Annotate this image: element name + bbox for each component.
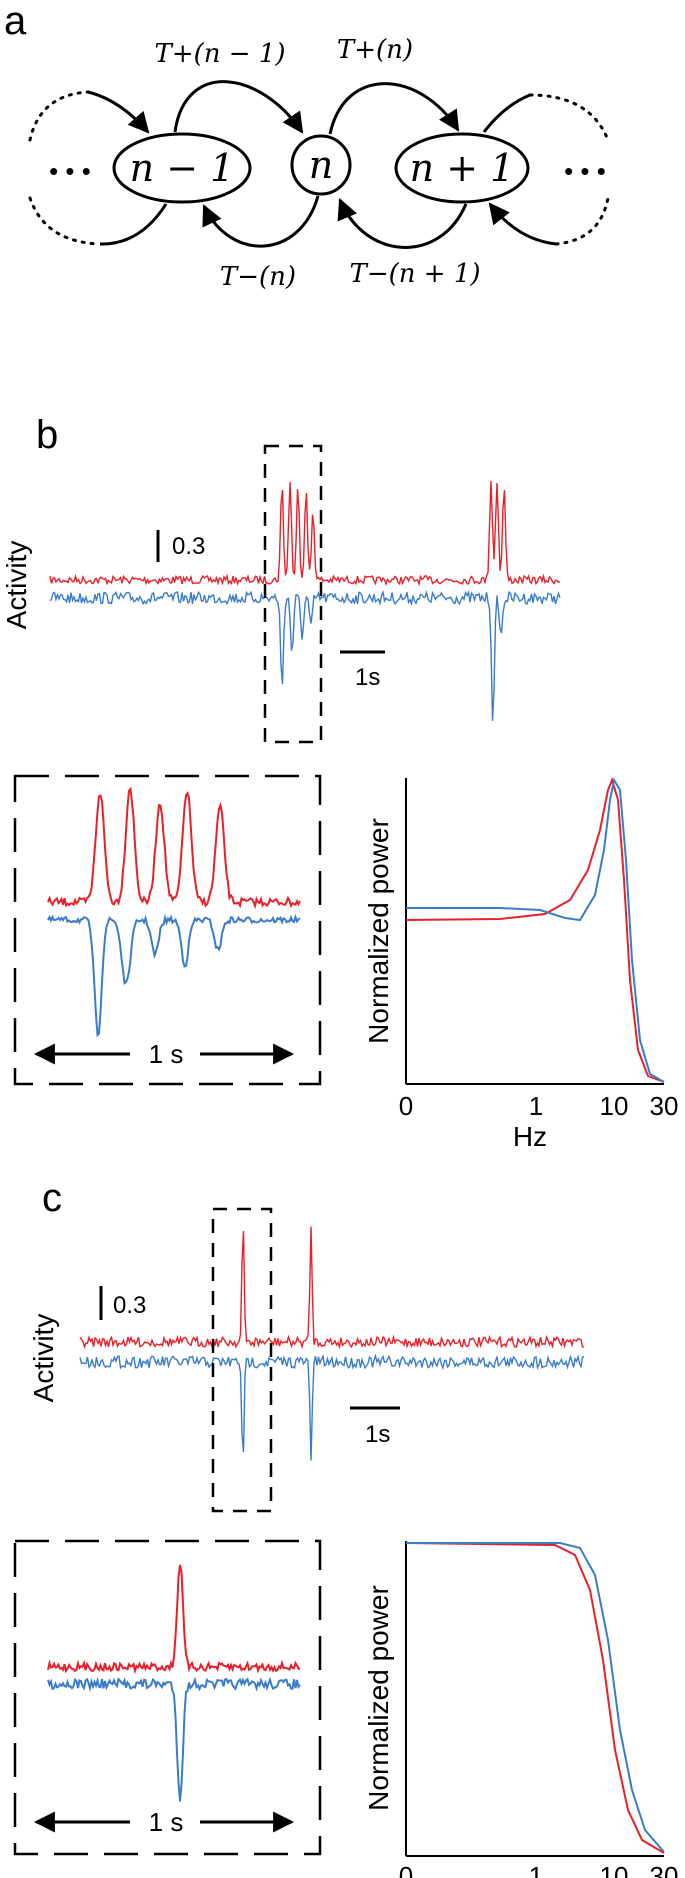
red-activity-trace-b	[49, 481, 561, 587]
duration-label-b: 1 s	[149, 1039, 184, 1069]
zoomed-red-trace-b	[47, 786, 301, 910]
ellipsis-right: • • •	[564, 156, 606, 186]
rate-label-t-plus-n-minus-1: T+(n − 1)	[154, 39, 285, 69]
spectrum-xtick-3-c: 30	[650, 1861, 679, 1878]
spectrum-xtick-1-b: 1	[529, 1091, 543, 1121]
spectrum-ylabel-c: Normalized power	[363, 1585, 394, 1811]
dotted-loop-right-top	[528, 93, 610, 142]
state-n-label: n	[309, 143, 333, 187]
zoom-inset-box-b	[13, 774, 322, 1086]
amplitude-scale-label-b: 0.3	[172, 533, 205, 560]
rate-label-t-plus-n: T+(n)	[337, 35, 413, 65]
spectrum-xtick-1-c: 1	[529, 1861, 543, 1878]
blue-power-spectrum-c	[406, 1542, 665, 1853]
panel-letter-a: a	[4, 0, 27, 43]
spectrum-xtick-0-c: 0	[399, 1861, 413, 1878]
backward-arrow-n-to-n-minus-1	[202, 195, 320, 248]
rate-label-t-minus-n: T−(n)	[220, 262, 296, 292]
red-activity-trace-c	[79, 1226, 585, 1350]
forward-arrow-into-n-minus-1	[87, 90, 150, 134]
dotted-loop-left-bottom	[28, 196, 102, 246]
spectrum-xlabel-b: Hz	[513, 1121, 547, 1152]
zoom-inset-box-c	[13, 1539, 322, 1856]
state-n-minus-1-node	[112, 132, 252, 204]
state-n-plus-1-node	[394, 132, 530, 204]
dotted-loop-left-top	[28, 90, 90, 142]
state-n-minus-1-label: n − 1	[130, 146, 235, 190]
panel-b: b Activity 0.3 1s 1 s Normalized power 0…	[1, 413, 678, 1152]
panel-a: a n − 1 n n + 1 • • • • • • T+(n − 1) T+…	[4, 0, 610, 292]
activity-axis-label-b: Activity	[1, 541, 32, 630]
spectrum-xtick-0-b: 0	[399, 1091, 413, 1121]
blue-power-spectrum-b	[406, 777, 665, 1083]
blue-activity-trace-b	[49, 589, 561, 721]
forward-arrow-n-minus-1-to-n	[173, 80, 304, 134]
zoomed-blue-trace-b	[47, 913, 301, 1038]
spectrum-xtick-2-c: 10	[600, 1861, 629, 1878]
dotted-loop-right-bottom	[554, 196, 610, 246]
amplitude-scale-label-c: 0.3	[113, 1292, 146, 1319]
state-n-plus-1-label: n + 1	[410, 146, 515, 190]
zoom-window-box-c	[211, 1207, 273, 1513]
time-scale-label-c: 1s	[365, 1421, 390, 1448]
activity-axis-label-c: Activity	[28, 1314, 59, 1403]
zoomed-red-trace-c	[47, 1564, 301, 1675]
time-scale-label-b: 1s	[355, 664, 380, 691]
spectrum-xtick-2-b: 10	[600, 1091, 629, 1121]
ellipsis-left: • • •	[49, 156, 91, 186]
zoomed-blue-trace-c	[47, 1676, 301, 1802]
duration-label-c: 1 s	[149, 1807, 184, 1837]
spectrum-xtick-3-b: 30	[650, 1091, 679, 1121]
backward-arrow-n-plus-1-to-n	[337, 198, 468, 249]
panel-c: c Activity 0.3 1s 1 s Normalized power 0…	[13, 1176, 679, 1878]
blue-activity-trace-c	[79, 1353, 585, 1461]
panel-letter-c: c	[42, 1176, 62, 1220]
backward-arrow-into-n-plus-1	[488, 202, 557, 246]
red-power-spectrum-c	[405, 1542, 665, 1854]
zoom-window-box-b	[263, 444, 323, 744]
panel-letter-b: b	[36, 413, 58, 457]
backward-arrow-out-of-n-minus-1	[99, 203, 168, 246]
red-power-spectrum-b	[405, 776, 665, 1083]
forward-arrow-n-to-n-plus-1	[328, 82, 460, 135]
rate-label-t-minus-n-plus-1: T−(n + 1)	[349, 259, 480, 289]
spectrum-ylabel-b: Normalized power	[363, 818, 394, 1044]
forward-arrow-out-of-n-plus-1	[482, 93, 531, 133]
state-n-node	[290, 134, 352, 196]
